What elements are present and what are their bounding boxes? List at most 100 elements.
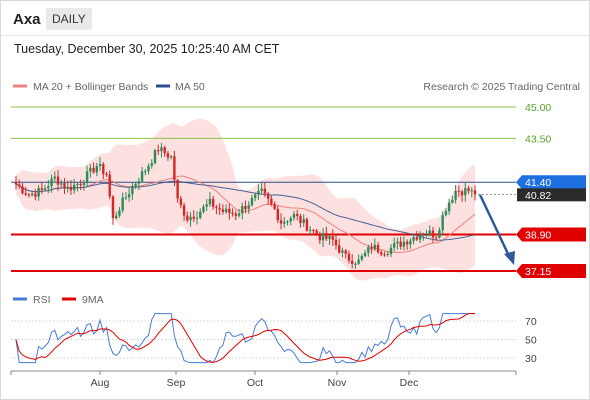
ticker-title: Axa xyxy=(13,11,41,28)
candle-body xyxy=(157,149,160,152)
candle-body xyxy=(405,241,409,245)
period-tab[interactable]: DAILY xyxy=(46,8,92,30)
candle-body xyxy=(328,236,331,240)
candle-body xyxy=(21,186,24,194)
candle-body xyxy=(428,230,431,235)
candle-body xyxy=(173,156,176,181)
candle-body xyxy=(166,153,170,158)
candle-body xyxy=(40,188,44,190)
candle-body xyxy=(111,196,115,219)
rsi-ma9-line xyxy=(15,313,475,363)
candle-body xyxy=(321,232,325,241)
candle-body xyxy=(451,199,454,203)
candle-body xyxy=(140,171,144,182)
candle-body xyxy=(260,188,263,191)
candle-body xyxy=(63,183,66,189)
level-label-43.50: 43.50 xyxy=(525,133,551,145)
candle-body xyxy=(283,221,286,224)
candle-body xyxy=(344,250,347,254)
candle-body xyxy=(189,216,192,221)
candle-body xyxy=(215,206,218,208)
candle-body xyxy=(415,237,419,240)
x-axis: Aug Sep Oct Nov Dec xyxy=(10,371,517,389)
candle-body xyxy=(308,230,312,232)
rsi-tick-50: 50 xyxy=(525,335,537,347)
candle-body xyxy=(37,188,40,197)
candle-body xyxy=(386,254,389,256)
candle-body xyxy=(412,237,415,241)
x-label-Oct: Oct xyxy=(247,377,263,389)
levels-group xyxy=(11,106,516,272)
candle-body xyxy=(134,183,137,186)
candle-body xyxy=(331,236,334,240)
candle-body xyxy=(14,182,18,185)
candle-body xyxy=(370,247,373,250)
candle-body xyxy=(334,239,338,246)
candle-body xyxy=(296,213,299,217)
candle-body xyxy=(470,190,473,192)
candle-body xyxy=(247,205,250,210)
rsi-legend-label: RSI xyxy=(33,294,51,306)
candle-body xyxy=(150,163,153,166)
candle-body xyxy=(169,156,173,158)
rsi-tick-30: 30 xyxy=(525,353,537,365)
candle-body xyxy=(118,210,121,216)
candle-body xyxy=(373,244,376,250)
candle-body xyxy=(108,174,111,197)
candle-body xyxy=(354,263,357,265)
level-tag-38.90: 38.90 xyxy=(525,229,551,241)
last-price-tag-bg xyxy=(517,188,586,202)
ma9-legend-label: 9MA xyxy=(82,294,104,306)
candle-body xyxy=(341,250,344,253)
chart-datetime: Tuesday, December 30, 2025 10:25:40 AM C… xyxy=(14,42,280,56)
candle-body xyxy=(392,243,396,248)
candle-body xyxy=(263,188,267,194)
candle-body xyxy=(56,176,60,185)
candle-body xyxy=(257,190,260,195)
candle-body xyxy=(85,171,89,184)
rsi-legend-swatch xyxy=(13,297,27,301)
candle-body xyxy=(24,193,27,195)
candle-body xyxy=(30,193,34,196)
candle-body xyxy=(347,253,351,261)
candle-body xyxy=(176,180,179,199)
candle-body xyxy=(444,211,448,216)
candle-body xyxy=(318,234,322,241)
candle-body xyxy=(302,219,305,224)
candle-body xyxy=(147,165,150,172)
candle-body xyxy=(237,213,241,216)
candle-body xyxy=(315,230,318,235)
candle-body xyxy=(241,206,244,214)
header: Axa DAILY xyxy=(1,1,589,35)
candle-body xyxy=(72,184,76,191)
candle-body xyxy=(144,171,147,173)
level-tag-37.15: 37.15 xyxy=(525,266,551,278)
candle-body xyxy=(273,203,276,209)
candle-body xyxy=(231,212,234,214)
candle-body xyxy=(43,188,47,190)
header-divider xyxy=(1,35,589,36)
candle-body xyxy=(79,183,82,186)
candle-body xyxy=(163,147,166,154)
candle-body xyxy=(422,234,425,236)
candle-body xyxy=(402,241,406,247)
candle-body xyxy=(250,197,254,206)
candle-body xyxy=(435,237,438,239)
projection-arrow xyxy=(478,194,512,259)
candle-body xyxy=(221,209,225,213)
candle-body xyxy=(383,254,386,256)
candle-body xyxy=(312,230,315,232)
candle-body xyxy=(186,215,189,221)
candle-body xyxy=(82,183,86,186)
candle-body xyxy=(399,241,402,247)
x-label-Aug: Aug xyxy=(91,377,110,389)
candle-body xyxy=(441,215,444,231)
candle-body xyxy=(454,190,457,200)
ma9-legend-swatch xyxy=(62,297,76,301)
candle-body xyxy=(266,193,270,199)
last-price-tag: 40.82 xyxy=(525,190,551,202)
x-label-Sep: Sep xyxy=(167,377,186,389)
candle-body xyxy=(69,186,73,191)
projection-arrow-head xyxy=(504,251,515,265)
candle-body xyxy=(153,149,157,164)
